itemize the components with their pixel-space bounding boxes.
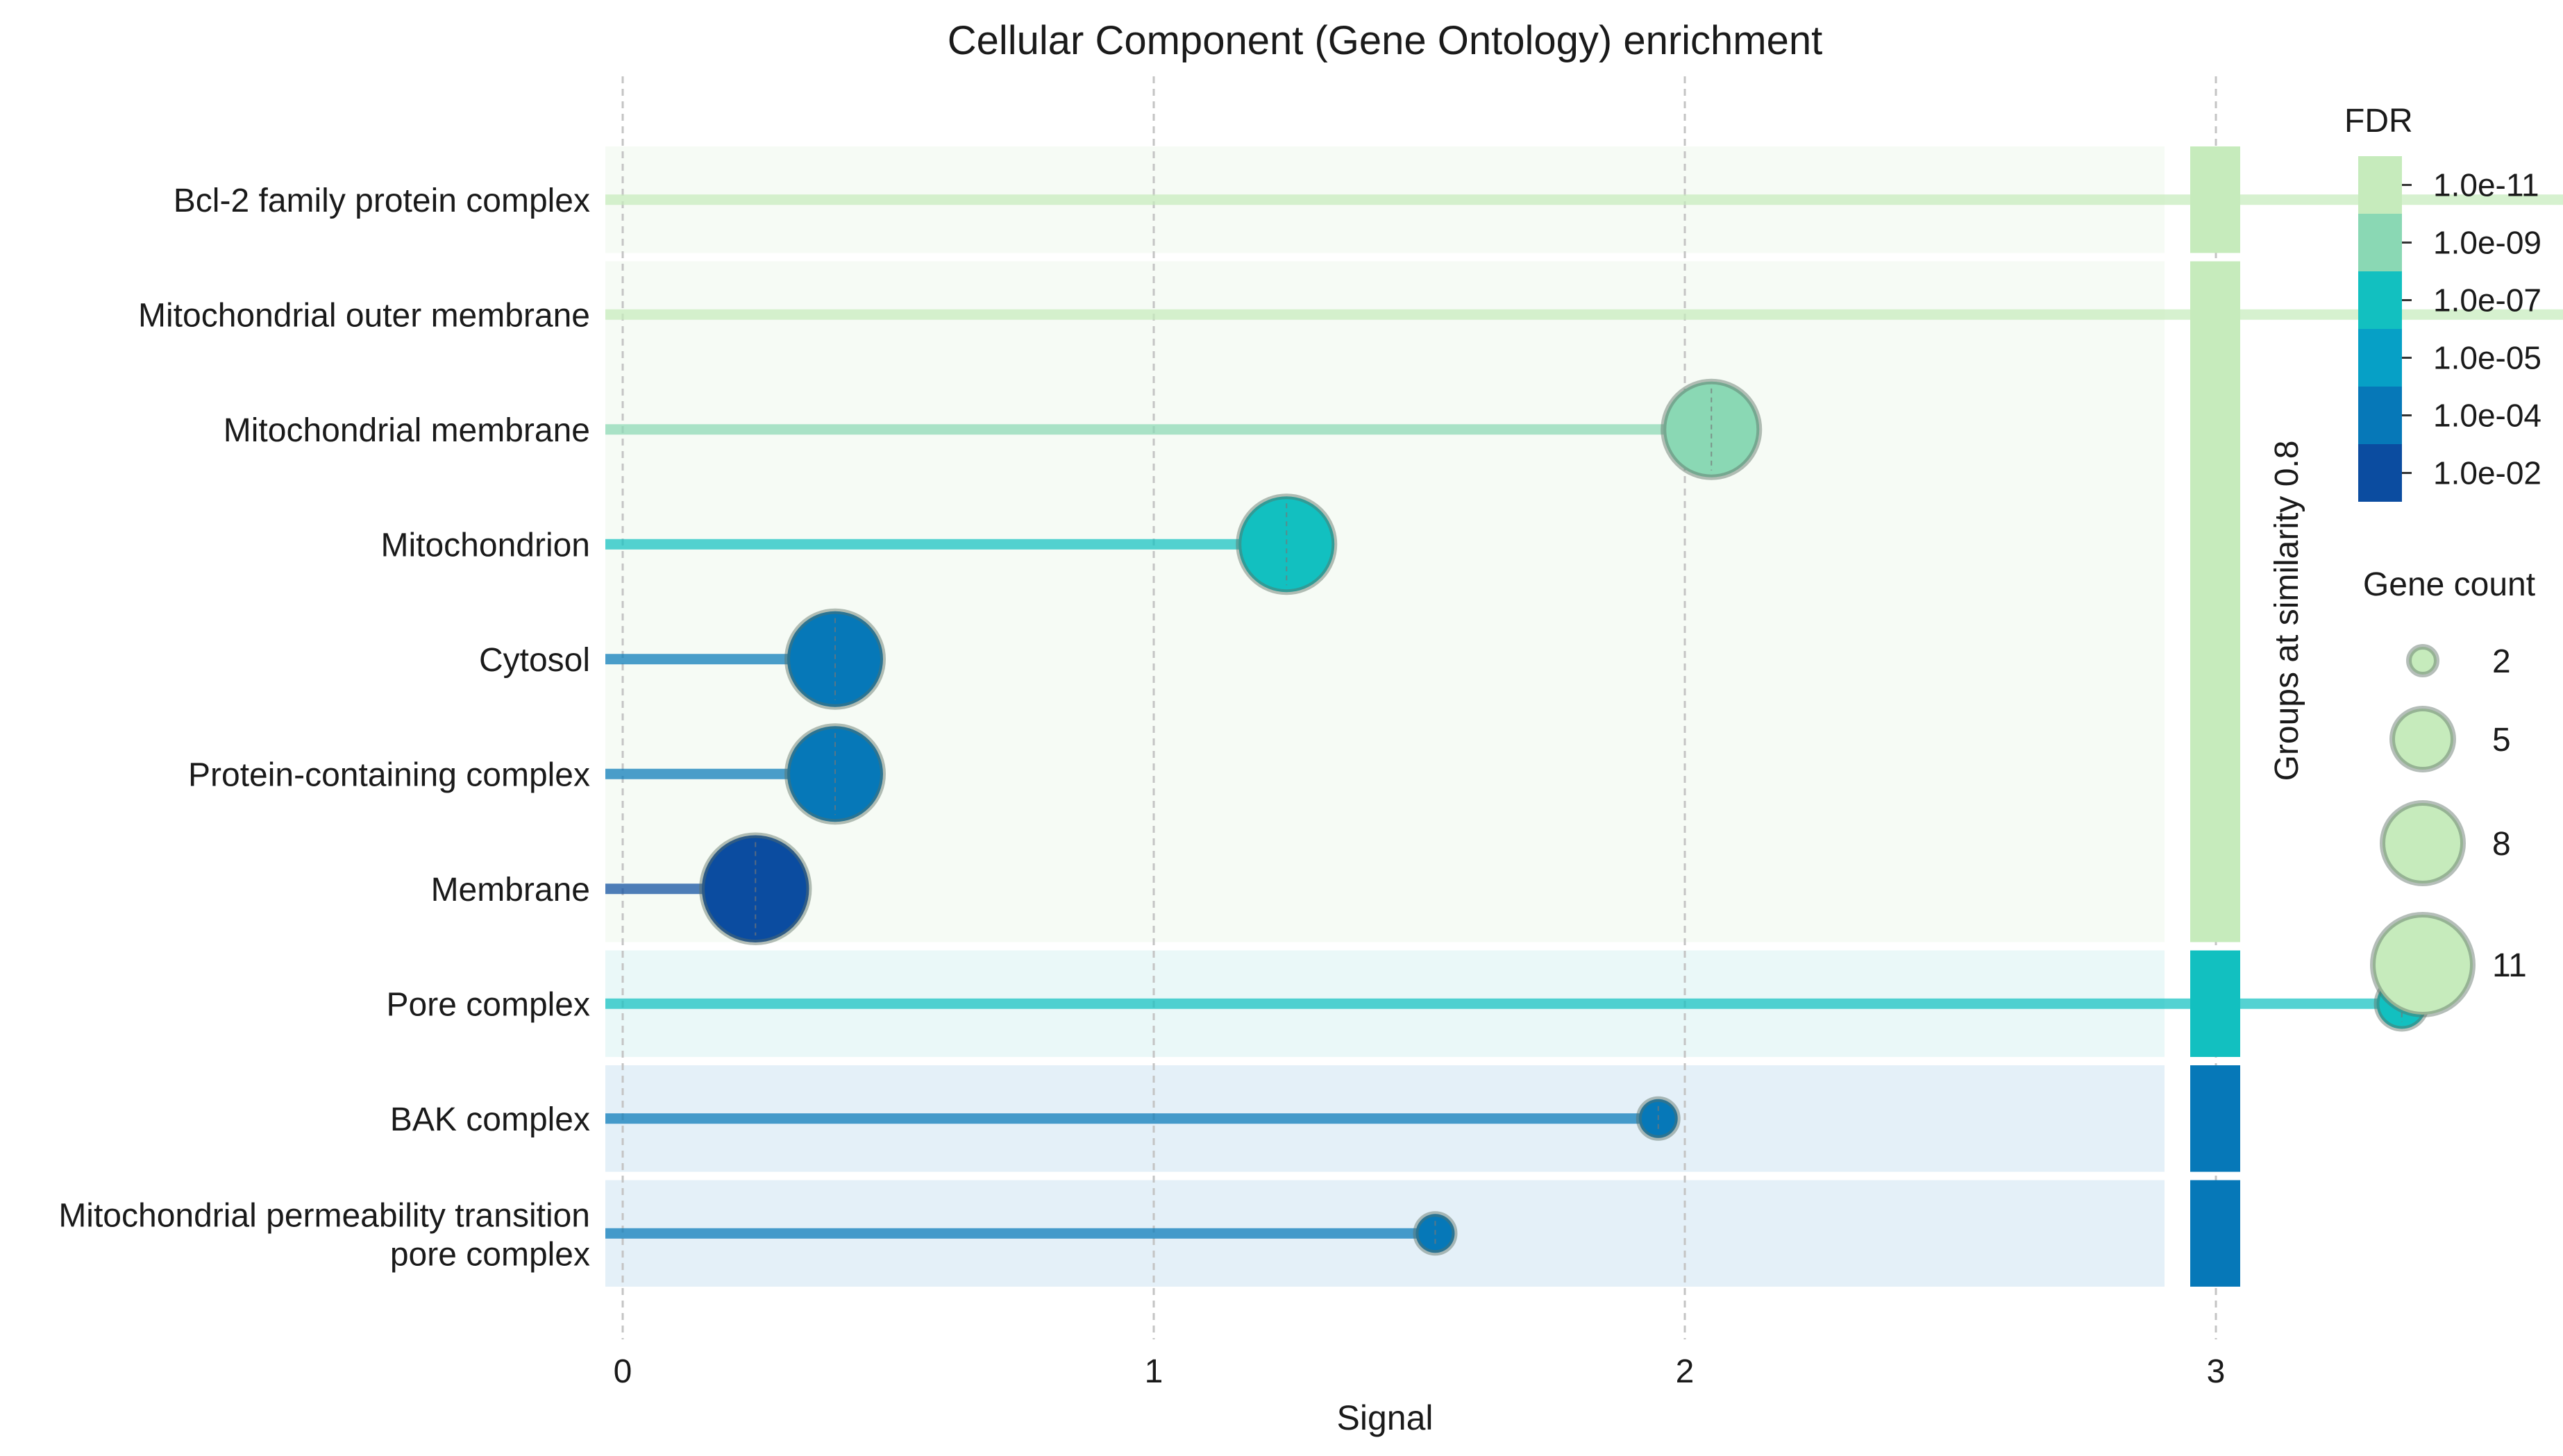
- fdr-tick-label-6: 1.0e-02: [2433, 455, 2541, 491]
- fdr-swatch-1: [2358, 156, 2402, 214]
- fdr-swatch-3: [2358, 271, 2402, 329]
- stem-10: [605, 1228, 1436, 1239]
- category-label-10: Mitochondrial permeability transition por…: [58, 1197, 590, 1273]
- stem-5: [605, 654, 835, 665]
- category-label-4: Mitochondrion: [381, 527, 591, 564]
- fdr-swatch-2: [2358, 214, 2402, 271]
- stem-1: [605, 194, 2563, 205]
- category-label-6: Protein-containing complex: [188, 756, 590, 793]
- group-bar-1: [2190, 146, 2240, 253]
- fdr-tick-label-3: 1.0e-07: [2433, 282, 2541, 319]
- category-label-3: Mitochondrial membrane: [224, 412, 590, 449]
- fdr-swatch-5: [2358, 387, 2402, 444]
- gene-count-marker-11: [2370, 912, 2476, 1017]
- category-label-line-2: pore complex: [390, 1236, 590, 1273]
- gene-count-label-5: 5: [2492, 722, 2511, 759]
- fdr-legend-title: FDR: [2344, 103, 2413, 139]
- category-label-line-1: Mitochondrial permeability transition: [58, 1197, 590, 1234]
- fdr-tick-label-5: 1.0e-04: [2433, 398, 2541, 434]
- x-tick-label-1: 1: [1145, 1353, 1163, 1390]
- group-bar-5: [2190, 1180, 2240, 1287]
- fdr-swatch-4: [2358, 329, 2402, 387]
- group-axis-label: Groups at similarity 0.8: [2269, 441, 2305, 781]
- gene-count-label-2: 2: [2492, 643, 2511, 680]
- stem-3: [605, 424, 1712, 435]
- x-tick-label-3: 3: [2207, 1353, 2226, 1390]
- gene-count-label-8: 8: [2492, 826, 2511, 863]
- category-label-1: Bcl-2 family protein complex: [174, 183, 590, 219]
- group-band-2: [605, 261, 2165, 942]
- chart-title: Cellular Component (Gene Ontology) enric…: [948, 18, 1823, 63]
- stem-4: [605, 539, 1287, 550]
- group-bar-3: [2190, 950, 2240, 1057]
- stem-6: [605, 768, 835, 779]
- x-axis-label: Signal: [1337, 1398, 1434, 1437]
- stem-9: [605, 1113, 1658, 1124]
- x-tick-label-2: 2: [1676, 1353, 1695, 1390]
- category-label-2: Mitochondrial outer membrane: [138, 297, 590, 334]
- group-bar-4: [2190, 1065, 2240, 1172]
- fdr-tick-label-2: 1.0e-09: [2433, 225, 2541, 261]
- fdr-swatch-6: [2358, 444, 2402, 502]
- gene-count-marker-2: [2406, 644, 2439, 677]
- fdr-tick-label-4: 1.0e-05: [2433, 340, 2541, 376]
- gene-count-marker-5: [2389, 706, 2456, 772]
- category-label-9: BAK complex: [390, 1101, 590, 1138]
- x-tick-label-0: 0: [614, 1353, 632, 1390]
- group-bar-2: [2190, 261, 2240, 942]
- gene-count-label-11: 11: [2492, 947, 2527, 984]
- category-label-5: Cytosol: [479, 642, 590, 679]
- gene-count-legend-title: Gene count: [2363, 566, 2535, 603]
- stem-2: [605, 309, 2563, 320]
- fdr-tick-label-1: 1.0e-11: [2433, 167, 2539, 203]
- gene-count-marker-8: [2380, 800, 2466, 886]
- stem-8: [605, 998, 2402, 1009]
- category-label-8: Pore complex: [387, 986, 590, 1023]
- category-label-7: Membrane: [431, 872, 590, 908]
